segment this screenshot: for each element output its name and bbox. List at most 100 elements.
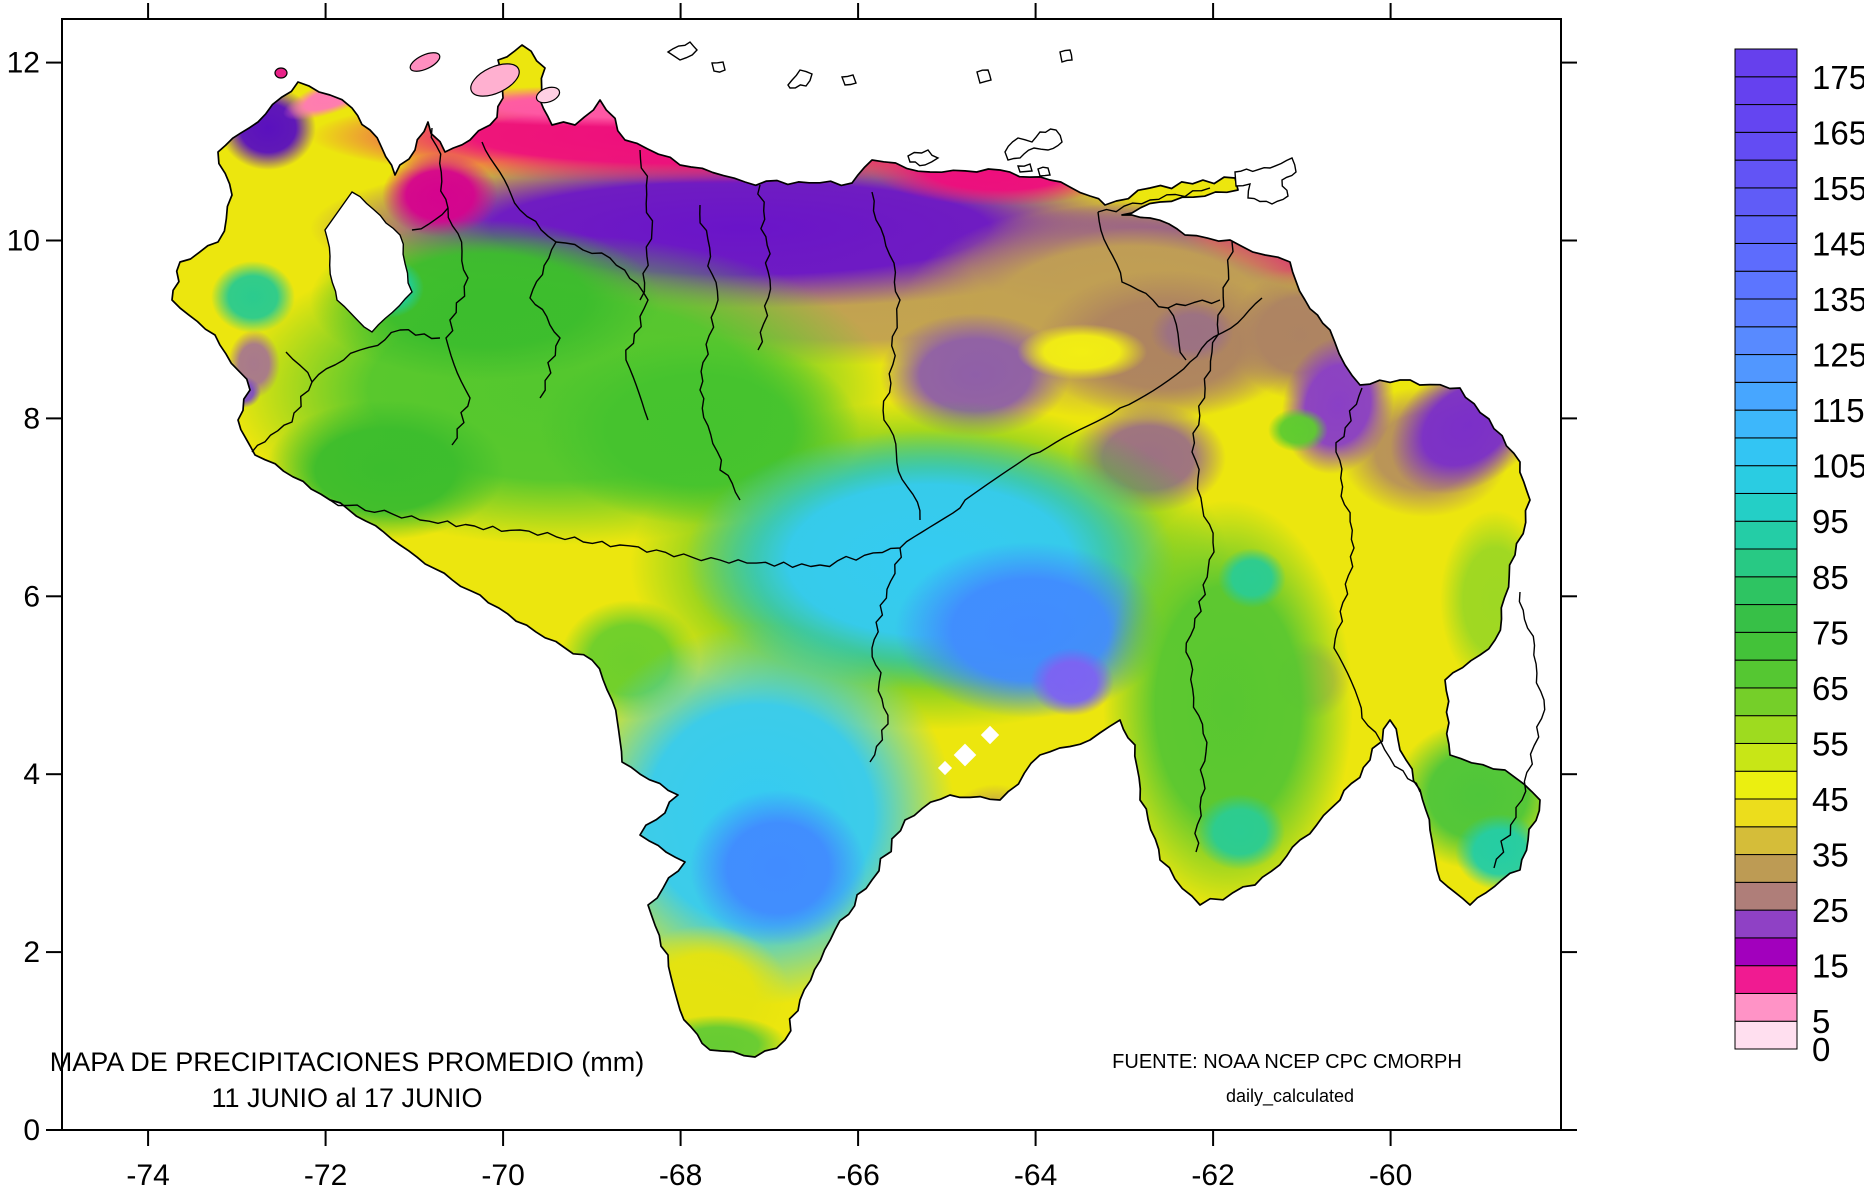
state-border-line <box>555 241 649 421</box>
colorbar-tick-label: 65 <box>1812 670 1849 707</box>
state-border-line <box>699 204 741 501</box>
colorbar-cell <box>1734 659 1798 689</box>
precip-blob <box>690 790 866 946</box>
state-border-line <box>251 351 313 453</box>
islands <box>274 41 1297 205</box>
colorbar-cell <box>1734 409 1798 439</box>
colorbar-cell <box>1734 520 1798 550</box>
no-data-gap <box>937 760 953 776</box>
state-border-line <box>1167 307 1187 361</box>
state-border-line <box>411 207 449 231</box>
colorbar-cell <box>1734 687 1798 717</box>
island-margarita <box>1004 128 1063 161</box>
colorbar-cell <box>1734 437 1798 467</box>
island-trinidad <box>1234 157 1297 205</box>
y-tick-label: 10 <box>7 224 40 257</box>
source-line2: daily_calculated <box>1226 1086 1354 1107</box>
colorbar-cell <box>1734 104 1798 133</box>
state-border-line <box>757 184 772 351</box>
colorbar-tick-label: 155 <box>1812 170 1864 207</box>
x-tick-label: -72 <box>304 1159 347 1192</box>
colorbar-cell <box>1734 326 1798 356</box>
state-border-line <box>639 149 654 301</box>
state-border-line <box>1493 591 1546 869</box>
colorbar-cell <box>1734 770 1798 800</box>
colorbar-cell <box>1734 159 1798 189</box>
state-border-line <box>1097 187 1211 213</box>
colorbar-tick-label: 95 <box>1812 503 1849 540</box>
island-coche <box>1017 163 1033 173</box>
pink-island-a <box>409 52 441 72</box>
island-small-1 <box>841 74 857 86</box>
precip-blob <box>1218 548 1286 608</box>
island-small-2 <box>976 69 992 84</box>
colorbar-cell <box>1734 215 1798 244</box>
no-data-gap <box>953 743 977 767</box>
colorbar-cell <box>1734 715 1798 744</box>
state-border-line <box>430 127 471 446</box>
y-tick-label: 8 <box>23 402 40 435</box>
pink-island-c <box>535 86 561 104</box>
precip-blob <box>1195 794 1285 870</box>
island-tortuga <box>907 149 940 167</box>
colorbar-tick-label: 135 <box>1812 281 1864 318</box>
colorbar-tick-label: 125 <box>1812 337 1864 374</box>
x-tick-label: -62 <box>1191 1159 1234 1192</box>
axis-ticks: -74 -72 -70 -68 -66 -64 -62 -60 0 2 4 6 8 10 12 <box>7 3 1577 1192</box>
lake-maracaibo <box>324 191 413 333</box>
precip-blob <box>211 261 295 333</box>
state-border-line <box>1185 241 1234 853</box>
state-border-line <box>1097 211 1221 309</box>
state-border-line <box>819 297 1263 568</box>
colorbar-cell <box>1734 465 1798 494</box>
map-title-line1: MAPA DE PRECIPITACIONES PROMEDIO (mm) <box>50 1047 645 1077</box>
island-cubagua <box>1037 166 1051 177</box>
y-tick-label: 2 <box>23 936 40 969</box>
colorbar-cell <box>1734 492 1798 522</box>
colorbar-cell <box>1734 826 1798 856</box>
colorbar-cell <box>1734 242 1798 272</box>
colorbar-tick-label: 25 <box>1812 892 1849 929</box>
y-tick-label: 6 <box>23 580 40 613</box>
colorbar-cell <box>1734 854 1798 883</box>
colorbar-cell <box>1734 576 1798 606</box>
colorbar-tick-label: 165 <box>1812 114 1864 151</box>
state-border-line <box>871 191 921 521</box>
colorbar-cell <box>1734 965 1798 994</box>
colorbar-cell <box>1734 298 1798 328</box>
colorbar-tick-label: 55 <box>1812 725 1849 762</box>
coastline <box>171 44 1541 1058</box>
pink-dot <box>274 67 288 79</box>
island-small-3 <box>1059 49 1073 63</box>
colorbar-cell <box>1734 131 1798 161</box>
map-title-line2: 11 JUNIO al 17 JUNIO <box>211 1083 482 1113</box>
x-tick-label: -74 <box>126 1159 169 1192</box>
x-tick-label: -68 <box>659 1159 702 1192</box>
colorbar-cell <box>1734 631 1798 661</box>
colorbar-tick-label: 115 <box>1812 392 1864 429</box>
colorbar-cell <box>1734 909 1798 939</box>
colorbar-cell <box>1734 76 1798 106</box>
colorbar-cell <box>1734 270 1798 300</box>
x-tick-label: -64 <box>1014 1159 1057 1192</box>
island-small-5 <box>711 61 726 73</box>
y-tick-label: 0 <box>23 1114 40 1147</box>
precip-blob <box>382 153 498 237</box>
colorbar-cell <box>1734 381 1798 411</box>
colorbar-tick-label: 45 <box>1812 781 1849 818</box>
state-border-line <box>869 547 902 763</box>
colorbar-cell <box>1734 798 1798 828</box>
colorbar-tick-label: 85 <box>1812 559 1849 596</box>
colorbar-cell <box>1734 548 1798 578</box>
colorbar-tick-label: 0 <box>1812 1031 1830 1068</box>
colorbar-cell <box>1734 187 1798 217</box>
precip-blob <box>1268 408 1328 452</box>
state-border-line <box>481 141 561 399</box>
state-border-line <box>1333 387 1421 793</box>
precip-blob <box>1103 500 1353 910</box>
colorbar-tick-label: 35 <box>1812 837 1849 874</box>
colorbar-cell <box>1734 881 1798 911</box>
colorbar-tick-label: 175 <box>1812 59 1864 96</box>
state-border-line <box>329 499 821 568</box>
colorbar-cell <box>1734 937 1798 967</box>
